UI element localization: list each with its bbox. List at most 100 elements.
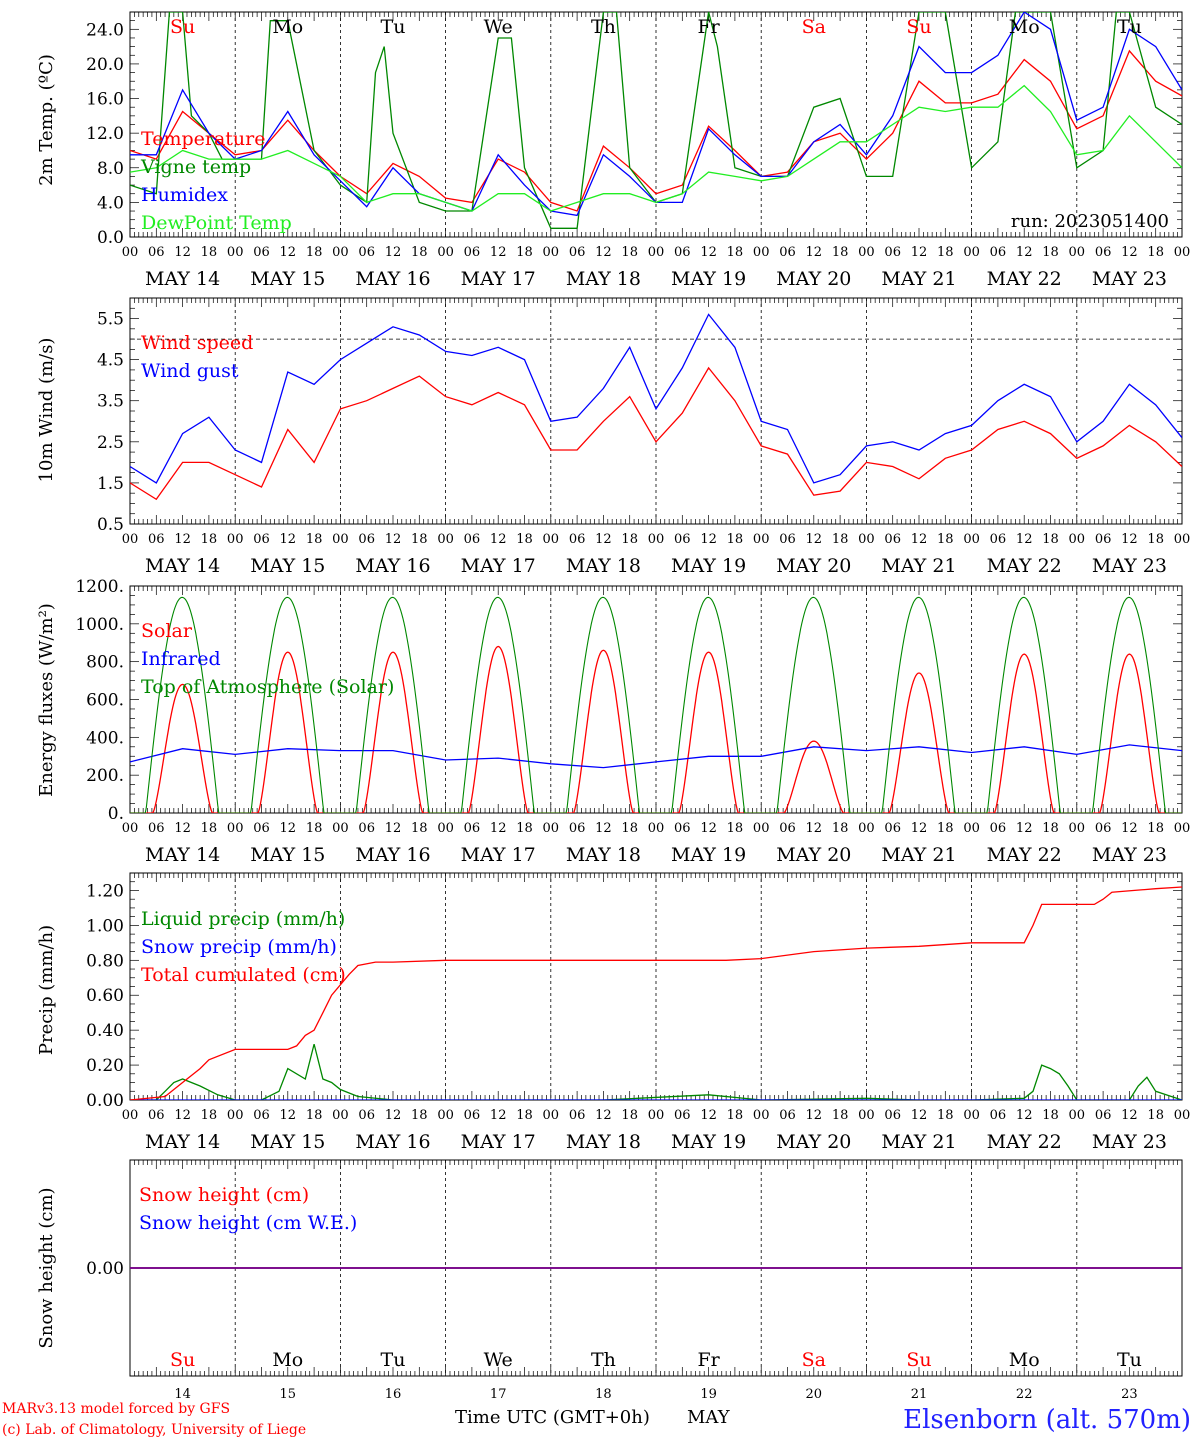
series-solar (130, 645, 1182, 813)
hour-label: 18 (411, 1108, 428, 1123)
hour-label: 18 (516, 1108, 533, 1123)
hour-label: 12 (806, 245, 823, 260)
weekday-label-bottom: Mo (1009, 1349, 1040, 1371)
hour-label: 12 (700, 532, 717, 547)
hour-label: 12 (806, 821, 823, 836)
hour-label: 12 (490, 245, 507, 260)
date-label: MAY 16 (355, 268, 430, 290)
hour-label: 18 (937, 1108, 954, 1123)
hour-label: 00 (227, 1108, 244, 1123)
hour-label: 00 (648, 1108, 665, 1123)
hour-label: 00 (1174, 821, 1191, 836)
hour-label: 12 (280, 532, 297, 547)
hour-label: 12 (385, 821, 402, 836)
hour-label: 06 (148, 532, 165, 547)
y-axis-title: 10m Wind (m/s) (36, 338, 57, 483)
hour-label: 06 (779, 245, 796, 260)
date-label: MAY 22 (987, 268, 1062, 290)
date-label: MAY 22 (987, 555, 1062, 577)
hour-label: 06 (358, 532, 375, 547)
weekday-label-bottom: Su (906, 1349, 931, 1371)
date-label: MAY 16 (355, 1131, 430, 1153)
hour-label: 00 (1069, 821, 1086, 836)
hour-label: 12 (1016, 532, 1033, 547)
hour-label: 12 (1121, 532, 1138, 547)
footer-copyright: (c) Lab. of Climatology, University of L… (2, 1422, 306, 1438)
legend-entry: Snow height (cm) (139, 1184, 309, 1206)
legend-entry: Infrared (141, 648, 221, 670)
hour-label: 18 (1042, 245, 1059, 260)
hour-label: 18 (306, 1108, 323, 1123)
y-tick-label: 600. (86, 691, 124, 711)
y-tick-label: 2.5 (97, 433, 124, 453)
hour-label: 12 (911, 245, 928, 260)
hour-label: 00 (648, 821, 665, 836)
y-tick-label: 1200. (75, 577, 124, 597)
hour-label: 12 (911, 532, 928, 547)
weekday-label-top: Fr (697, 16, 720, 38)
hour-label: 12 (280, 821, 297, 836)
day-number-label: 22 (1016, 1387, 1033, 1402)
legend-entry: Snow height (cm W.E.) (139, 1212, 357, 1234)
hour-label: 12 (490, 1108, 507, 1123)
weekday-label-top: We (484, 16, 513, 38)
weekday-label-top: Th (591, 16, 616, 38)
date-label: MAY 20 (776, 1131, 851, 1153)
hour-label: 00 (122, 532, 139, 547)
hour-label: 18 (621, 821, 638, 836)
x-axis-label: Time UTC (GMT+0h) (455, 1407, 650, 1428)
hour-label: 06 (1095, 1108, 1112, 1123)
date-label: MAY 22 (987, 844, 1062, 866)
hour-label: 12 (385, 245, 402, 260)
y-tick-label: 1.00 (86, 916, 124, 936)
date-label: MAY 21 (881, 268, 956, 290)
day-number-label: 17 (490, 1387, 507, 1402)
date-label: MAY 15 (250, 1131, 325, 1153)
y-tick-label: 0.60 (86, 986, 124, 1006)
hour-label: 00 (1069, 532, 1086, 547)
y-axis-title: Energy fluxes (W/m²) (36, 603, 57, 797)
hour-label: 06 (779, 821, 796, 836)
hour-label: 00 (543, 1108, 560, 1123)
hour-label: 18 (727, 245, 744, 260)
y-tick-label: 20.0 (86, 55, 124, 75)
hour-label: 18 (306, 532, 323, 547)
hour-label: 00 (227, 821, 244, 836)
hour-label: 12 (1016, 245, 1033, 260)
hour-label: 18 (516, 532, 533, 547)
hour-label: 18 (937, 532, 954, 547)
series-vigne-temp (130, 12, 1182, 229)
hour-label: 18 (832, 1108, 849, 1123)
y-tick-label: 8.0 (97, 159, 124, 179)
y-tick-label: 800. (86, 653, 124, 673)
hour-label: 06 (1095, 821, 1112, 836)
hour-label: 06 (779, 1108, 796, 1123)
hour-label: 06 (990, 532, 1007, 547)
date-label: MAY 18 (566, 555, 641, 577)
hour-label: 00 (122, 821, 139, 836)
weekday-label-bottom: We (484, 1349, 513, 1371)
day-number-label: 19 (700, 1387, 717, 1402)
y-axis-title: Precip (mm/h) (36, 925, 57, 1055)
hour-label: 00 (543, 532, 560, 547)
hour-label: 18 (1147, 245, 1164, 260)
hour-label: 00 (227, 245, 244, 260)
day-number-label: 14 (174, 1387, 191, 1402)
date-label: MAY 15 (250, 844, 325, 866)
legend-entry: DewPoint Temp (141, 212, 292, 234)
hour-label: 18 (937, 821, 954, 836)
date-label: MAY 16 (355, 844, 430, 866)
hour-label: 12 (1121, 821, 1138, 836)
hour-label: 06 (148, 245, 165, 260)
date-label: MAY 20 (776, 844, 851, 866)
hour-label: 18 (201, 821, 218, 836)
hour-label: 18 (621, 532, 638, 547)
hour-label: 18 (1042, 1108, 1059, 1123)
hour-label: 06 (358, 245, 375, 260)
hour-label: 18 (516, 245, 533, 260)
date-label: MAY 15 (250, 268, 325, 290)
hour-label: 12 (174, 821, 191, 836)
hour-label: 00 (858, 245, 875, 260)
y-tick-label: 1.5 (97, 474, 124, 494)
date-label: MAY 19 (671, 268, 746, 290)
